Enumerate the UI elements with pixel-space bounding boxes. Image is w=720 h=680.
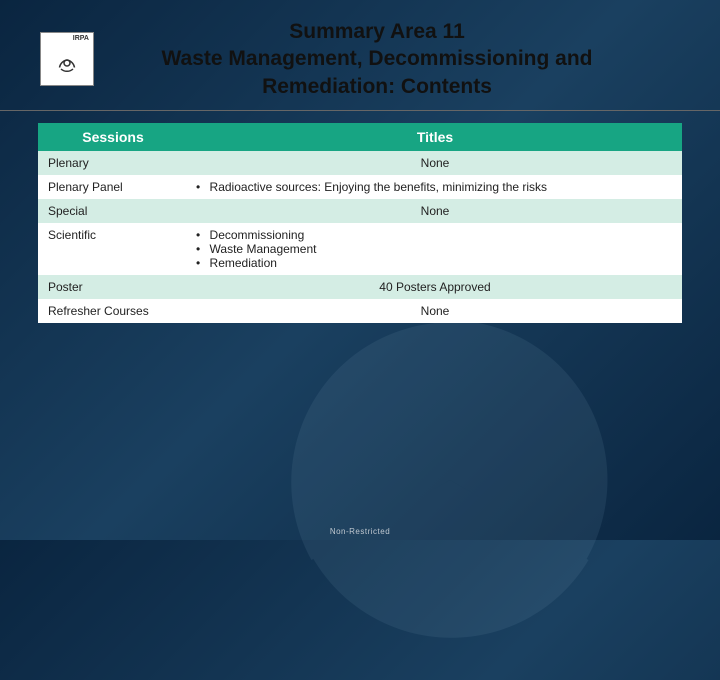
table-row: Refresher CoursesNone <box>38 299 682 323</box>
list-item: Waste Management <box>196 242 317 256</box>
session-cell: Poster <box>38 275 188 299</box>
header: IRPA Summary Area 11 Waste Management, D… <box>0 0 720 111</box>
background-trefoil <box>250 280 650 680</box>
session-cell: Refresher Courses <box>38 299 188 323</box>
content-table: Sessions Titles PlenaryNonePlenary Panel… <box>38 123 682 323</box>
title-cell: 40 Posters Approved <box>188 275 682 299</box>
bullet-list: Radioactive sources: Enjoying the benefi… <box>196 180 547 194</box>
title-cell: None <box>188 299 682 323</box>
session-cell: Special <box>38 199 188 223</box>
title-cell: None <box>188 199 682 223</box>
table-row: PlenaryNone <box>38 151 682 175</box>
list-item: Remediation <box>196 256 317 270</box>
title-cell: Radioactive sources: Enjoying the benefi… <box>188 175 682 199</box>
table-row: SpecialNone <box>38 199 682 223</box>
list-item: Radioactive sources: Enjoying the benefi… <box>196 180 547 194</box>
table-row: Poster40 Posters Approved <box>38 275 682 299</box>
table-row: ScientificDecommissioningWaste Managemen… <box>38 223 682 275</box>
title-line-2: Waste Management, Decommissioning and Re… <box>124 45 630 100</box>
table-row: Plenary Panel Radioactive sources: Enjoyi… <box>38 175 682 199</box>
session-cell: Scientific <box>38 223 188 275</box>
page-title: Summary Area 11 Waste Management, Decomm… <box>124 18 680 100</box>
col-header-titles: Titles <box>188 123 682 151</box>
logo-label: IRPA <box>73 35 89 42</box>
footer-classification: Non-Restricted <box>0 527 720 536</box>
irpa-logo: IRPA <box>40 32 94 86</box>
trefoil-icon <box>52 48 82 78</box>
bullet-list: DecommissioningWaste ManagementRemediati… <box>196 228 317 270</box>
title-cell: None <box>188 151 682 175</box>
title-line-1: Summary Area 11 <box>124 18 630 45</box>
session-cell: Plenary Panel <box>38 175 188 199</box>
session-cell: Plenary <box>38 151 188 175</box>
list-item: Decommissioning <box>196 228 317 242</box>
content-table-wrap: Sessions Titles PlenaryNonePlenary Panel… <box>38 123 682 323</box>
title-cell: DecommissioningWaste ManagementRemediati… <box>188 223 682 275</box>
col-header-sessions: Sessions <box>38 123 188 151</box>
